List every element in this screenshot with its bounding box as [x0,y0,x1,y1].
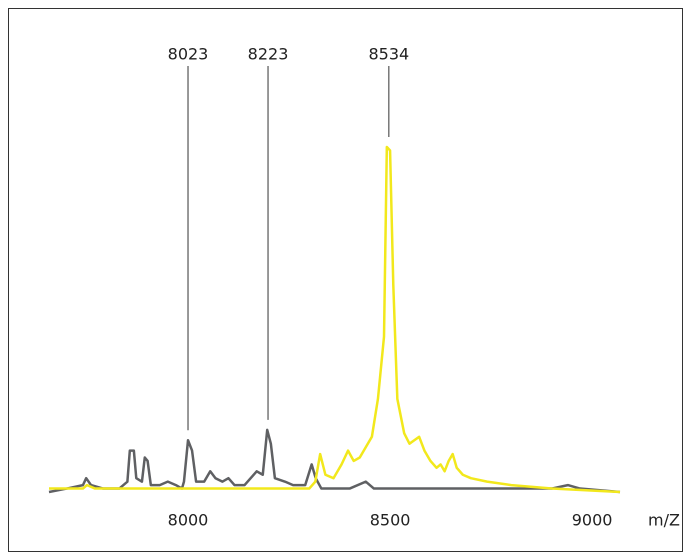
x-tick-label: 8000 [168,511,209,530]
x-tick-label: 9000 [572,511,613,530]
annotation-label: 8534 [368,45,409,64]
annotation-label: 8223 [248,45,289,64]
spectrum-line [49,145,621,494]
x-axis-label: m/Z [648,511,680,530]
annotation-label: 8023 [168,45,209,64]
frame [8,8,683,552]
spectrum-line [48,428,621,494]
x-tick-label: 8500 [370,511,411,530]
